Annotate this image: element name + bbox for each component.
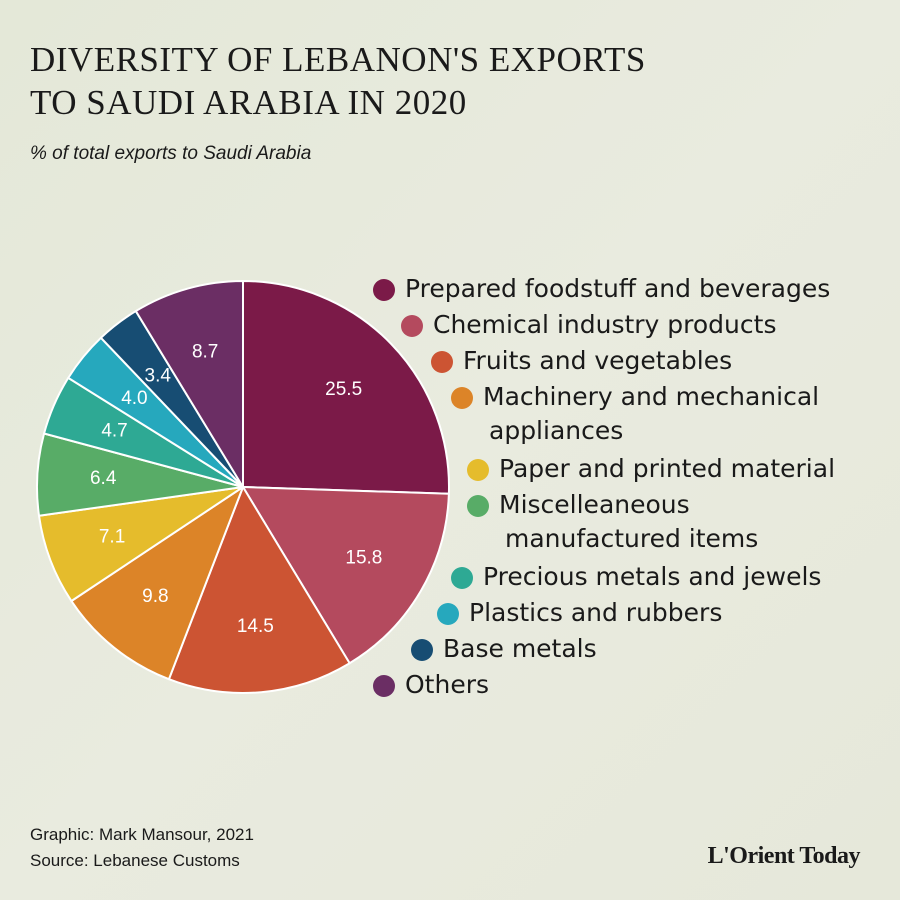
pie-slice (242, 280, 450, 495)
legend-swatch (451, 387, 473, 409)
slice-value-label: 3.4 (145, 365, 172, 386)
legend-swatch (451, 567, 473, 589)
slice-value-label: 6.4 (90, 468, 117, 489)
legend-label: Base metals (443, 634, 597, 663)
legend-swatch (437, 603, 459, 625)
legend-swatch (411, 639, 433, 661)
pie-slice (242, 486, 450, 665)
legend-label: Plastics and rubbers (469, 598, 723, 627)
legend-label: Machinery and mechanical appliances (483, 382, 820, 445)
slice-value-label: 7.1 (99, 526, 125, 547)
legend-label: Chemical industry products (433, 310, 777, 339)
legend-label: Miscelleaneous manufactured items (499, 490, 759, 553)
legend-label: Others (405, 670, 490, 699)
chart-subtitle: % of total exports to Saudi Arabia (30, 143, 312, 164)
slice-value-label: 9.8 (142, 586, 168, 607)
pie-slice (134, 280, 244, 488)
slice-value-label: 15.8 (345, 547, 382, 568)
legend-swatch (373, 675, 395, 697)
slice-value-label: 14.5 (237, 616, 274, 637)
chart-title: DIVERSITY OF LEBANON'S EXPORTS TO SAUDI … (30, 38, 730, 124)
graphic-credit: Graphic: Mark Mansour, 2021 (30, 825, 254, 844)
slice-value-label: 25.5 (325, 379, 362, 400)
legend-swatch (467, 459, 489, 481)
legend-swatch (431, 351, 453, 373)
slice-value-label: 8.7 (192, 342, 218, 363)
legend-swatch (373, 279, 395, 301)
source-credit: Source: Lebanese Customs (30, 851, 240, 870)
legend-label: Paper and printed material (499, 454, 836, 483)
legend-label: Precious metals and jewels (483, 562, 822, 591)
slice-value-label: 4.0 (121, 388, 147, 409)
legend-swatch (467, 495, 489, 517)
legend-label: Fruits and vegetables (463, 346, 733, 375)
publisher-logo: L'Orient Today (707, 843, 861, 869)
legend-label: Prepared foodstuff and beverages (405, 274, 831, 303)
pie-slice (167, 486, 351, 694)
footer-credits: Graphic: Mark Mansour, 2021 Source: Leba… (30, 822, 254, 874)
chart-title-line-1: DIVERSITY OF LEBANON'S EXPORTS (30, 40, 646, 79)
pie-slice (70, 486, 244, 681)
legend-swatch (401, 315, 423, 337)
slice-value-label: 4.7 (101, 421, 127, 442)
chart-title-line-2: TO SAUDI ARABIA IN 2020 (30, 83, 467, 122)
